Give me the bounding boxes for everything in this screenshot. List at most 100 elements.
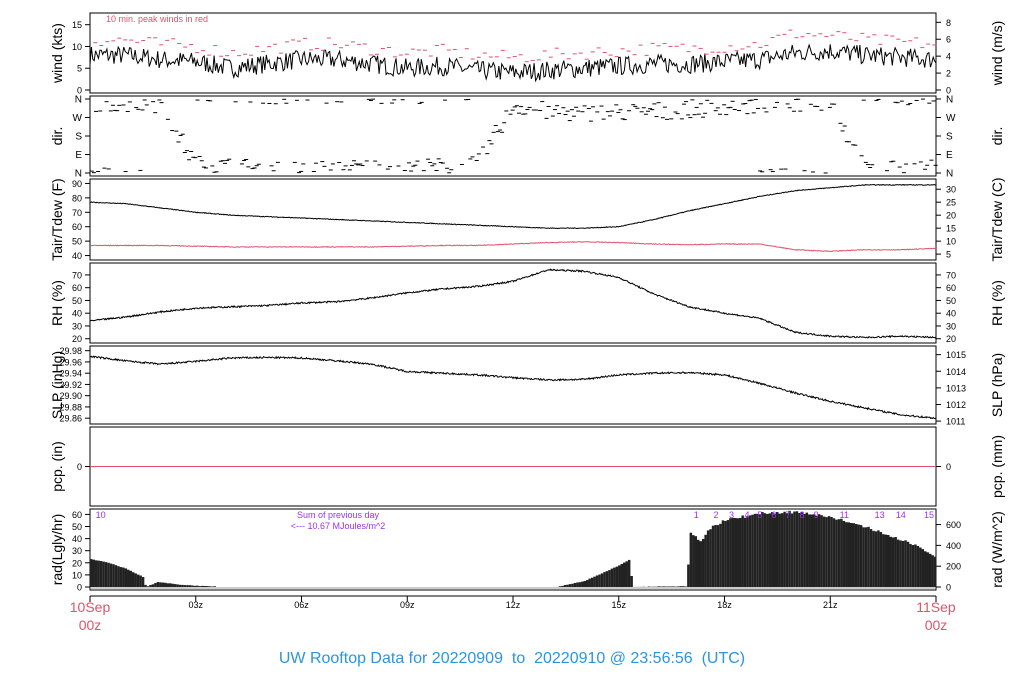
x-tick-label: 06z [294,600,309,610]
panel-rad: rad(Lgly/hr) rad (W/m^2)01020304050600200… [49,508,1005,593]
radiation-bar [867,526,870,587]
radiation-bar [882,534,885,587]
hour-marker: 9 [814,510,819,520]
radiation-bar [129,570,132,587]
radiation-bar [692,535,695,587]
radiation-bar [874,531,878,587]
radiation-bar [758,514,762,587]
panel-slp: SLP (inHg) SLP (hPa)29.8629.8829.9029.922… [49,345,1005,427]
y-tick-label: 60 [72,222,82,232]
radiation-bar [558,586,562,587]
y-tick-label-right: 40 [946,309,956,319]
y-tick-label: 50 [72,237,82,247]
radiation-bar [736,518,739,587]
radiation-bar [196,585,199,587]
y-tick-label-right: 4 [946,52,951,62]
radiation-bar [884,534,888,587]
hour-marker: 4 [745,510,750,520]
y-tick-label: 20 [72,334,82,344]
radiation-bar [173,584,177,587]
y-axis-label: dir. [49,127,65,146]
radiation-bar [583,580,586,587]
y-axis-label: RH (%) [49,280,65,326]
radiation-bar [146,586,150,587]
radiation-bar [104,562,108,587]
y-tick-label-right: 600 [946,520,961,530]
radiation-bar [149,584,152,587]
radiation-bar [679,586,683,587]
y-tick-label-right: 1011 [946,417,965,427]
y-axis-label-right: SLP (hPa) [989,353,1005,417]
y-tick-label: 70 [72,270,82,280]
y-tick-label: 29.92 [59,380,82,390]
y-tick-label-right: N [946,169,953,180]
radiation-bar [894,537,897,587]
y-tick-label-right: 8 [946,18,951,28]
radiation-bar [213,586,216,587]
y-tick-label: 30 [72,321,82,331]
radiation-bar [136,574,140,587]
radiation-bar [768,513,772,587]
x-date-label: 00z [925,617,948,633]
radiation-bar [201,585,204,587]
hour-marker: 14 [896,510,906,520]
radiation-bar [563,585,567,587]
radiation-bar [593,576,596,587]
radiation-bar [573,583,577,587]
y-tick-label: N [75,169,82,180]
radiation-bar [566,584,569,587]
y-tick-label-right: 50 [946,296,956,306]
radiation-bar [568,584,572,587]
panel-frame [89,95,937,177]
hour-marker: 7 [785,510,790,520]
radiation-bar [164,582,167,587]
y-tick-label: E [75,150,82,161]
panel-frame [89,508,937,591]
y-tick-label: 60 [72,510,82,520]
radiation-bar [911,545,915,587]
y-tick-label: 0 [77,86,82,96]
radiation-bar [817,514,821,587]
x-axis: 03z 06z 09z 12z 15z 18z 21z 10Sep 00z 11Sep 00z [70,595,956,633]
panel-temp: Tair/Tdew (F) Tair/Tdew (C) 40 50 60 70 80 90 5 1… [49,177,1005,261]
radiation-bar [921,549,925,587]
radiation-bar [166,583,169,587]
radiation-bar [615,566,619,587]
radiation-bar [847,522,851,587]
y-tick-label: 10 [72,570,82,580]
radiation-bar [719,523,722,587]
radiation-bar [97,560,100,587]
radiation-bar [610,568,614,587]
y-tick-label-right: 70 [946,270,956,280]
y-tick-label-right: 25 [946,198,956,208]
radiation-bar [827,516,831,587]
radiation-bar [107,562,110,587]
radiation-bar [603,572,606,587]
annotation-sum: <--- 10.67 MJoules/m^2 [291,521,386,531]
y-tick-label: 50 [72,296,82,306]
radiation-bar [800,512,804,587]
x-tick-label: 15z [611,600,626,610]
y-tick-label-right: 2 [946,69,951,79]
series-line-tdew [89,241,937,253]
annotation: 10 min. peak winds in red [106,14,208,24]
y-tick-label: 5 [77,64,82,74]
y-tick-label: 29.96 [59,357,82,367]
radiation-bar [931,555,934,587]
y-tick-label-right: 1014 [946,367,966,377]
radiation-bar [124,568,128,587]
radiation-bar [933,556,937,587]
radiation-bar [99,561,103,587]
radiation-bar [161,582,165,587]
radiation-bar [590,577,594,587]
x-date-label: 00z [79,617,102,633]
radiation-bar [896,539,900,587]
radiation-bar [783,511,786,587]
radiation-bar [687,564,690,587]
y-tick-label: N [75,95,82,106]
y-tick-label: 29.90 [59,391,82,401]
radiation-bar [924,551,927,587]
radiation-bar [830,516,833,587]
radiation-bar [682,586,685,587]
